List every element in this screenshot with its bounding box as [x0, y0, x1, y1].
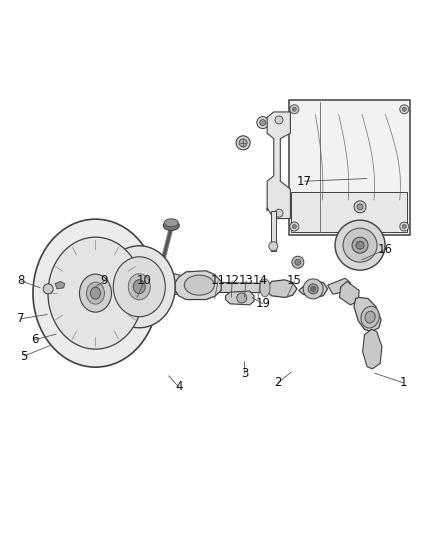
Polygon shape: [339, 281, 359, 305]
Circle shape: [275, 209, 283, 217]
Circle shape: [269, 242, 278, 251]
Text: 9: 9: [100, 274, 108, 287]
Text: 8: 8: [18, 274, 25, 287]
Polygon shape: [363, 329, 382, 369]
Ellipse shape: [184, 275, 214, 295]
Polygon shape: [291, 192, 407, 232]
Polygon shape: [271, 211, 276, 251]
Circle shape: [236, 136, 250, 150]
Polygon shape: [47, 256, 158, 320]
Ellipse shape: [86, 282, 105, 304]
Ellipse shape: [365, 311, 375, 323]
Circle shape: [402, 224, 406, 229]
Circle shape: [311, 286, 316, 292]
Text: 16: 16: [378, 243, 393, 256]
Text: 6: 6: [31, 333, 39, 346]
Circle shape: [290, 222, 299, 231]
Text: 12: 12: [225, 274, 240, 287]
Ellipse shape: [79, 274, 112, 312]
Circle shape: [357, 204, 363, 210]
Ellipse shape: [163, 221, 179, 230]
Circle shape: [43, 284, 53, 294]
FancyBboxPatch shape: [289, 100, 410, 235]
Text: 14: 14: [253, 274, 268, 287]
Circle shape: [400, 222, 409, 231]
Text: 7: 7: [17, 312, 25, 325]
Circle shape: [303, 279, 323, 299]
Polygon shape: [175, 271, 221, 300]
Ellipse shape: [164, 219, 178, 227]
Circle shape: [275, 116, 283, 124]
Circle shape: [260, 119, 266, 126]
Text: 13: 13: [239, 274, 254, 287]
Circle shape: [93, 289, 98, 295]
Ellipse shape: [260, 279, 270, 297]
Ellipse shape: [356, 241, 364, 249]
Circle shape: [46, 286, 51, 292]
Circle shape: [402, 107, 406, 111]
Circle shape: [292, 256, 304, 268]
Polygon shape: [226, 291, 254, 305]
Text: 2: 2: [274, 376, 282, 389]
Ellipse shape: [133, 280, 145, 294]
Circle shape: [239, 139, 247, 147]
Text: 15: 15: [287, 274, 302, 287]
Polygon shape: [328, 278, 350, 294]
Text: 10: 10: [137, 274, 152, 287]
Text: 3: 3: [241, 367, 248, 379]
Polygon shape: [354, 297, 381, 332]
Polygon shape: [123, 271, 188, 298]
Circle shape: [400, 105, 409, 114]
Ellipse shape: [113, 257, 165, 317]
Polygon shape: [268, 280, 297, 297]
Text: 5: 5: [21, 350, 28, 362]
Circle shape: [237, 293, 247, 303]
Text: 1: 1: [399, 376, 407, 389]
Text: 4: 4: [175, 381, 183, 393]
Polygon shape: [267, 112, 290, 219]
Polygon shape: [55, 281, 65, 289]
Text: 11: 11: [211, 274, 226, 287]
Circle shape: [308, 284, 318, 294]
Circle shape: [354, 201, 366, 213]
Ellipse shape: [335, 220, 385, 270]
Ellipse shape: [103, 246, 175, 328]
Circle shape: [292, 107, 297, 111]
Text: 19: 19: [255, 297, 270, 310]
Ellipse shape: [343, 228, 377, 262]
Circle shape: [292, 224, 297, 229]
Polygon shape: [299, 281, 328, 297]
Circle shape: [257, 117, 269, 128]
Ellipse shape: [352, 237, 368, 253]
Ellipse shape: [128, 274, 150, 300]
Text: 17: 17: [297, 175, 312, 188]
Circle shape: [290, 105, 299, 114]
Ellipse shape: [48, 237, 143, 349]
Circle shape: [295, 259, 301, 265]
Circle shape: [91, 287, 100, 297]
Ellipse shape: [361, 306, 379, 328]
Ellipse shape: [91, 287, 100, 299]
Ellipse shape: [33, 219, 158, 367]
